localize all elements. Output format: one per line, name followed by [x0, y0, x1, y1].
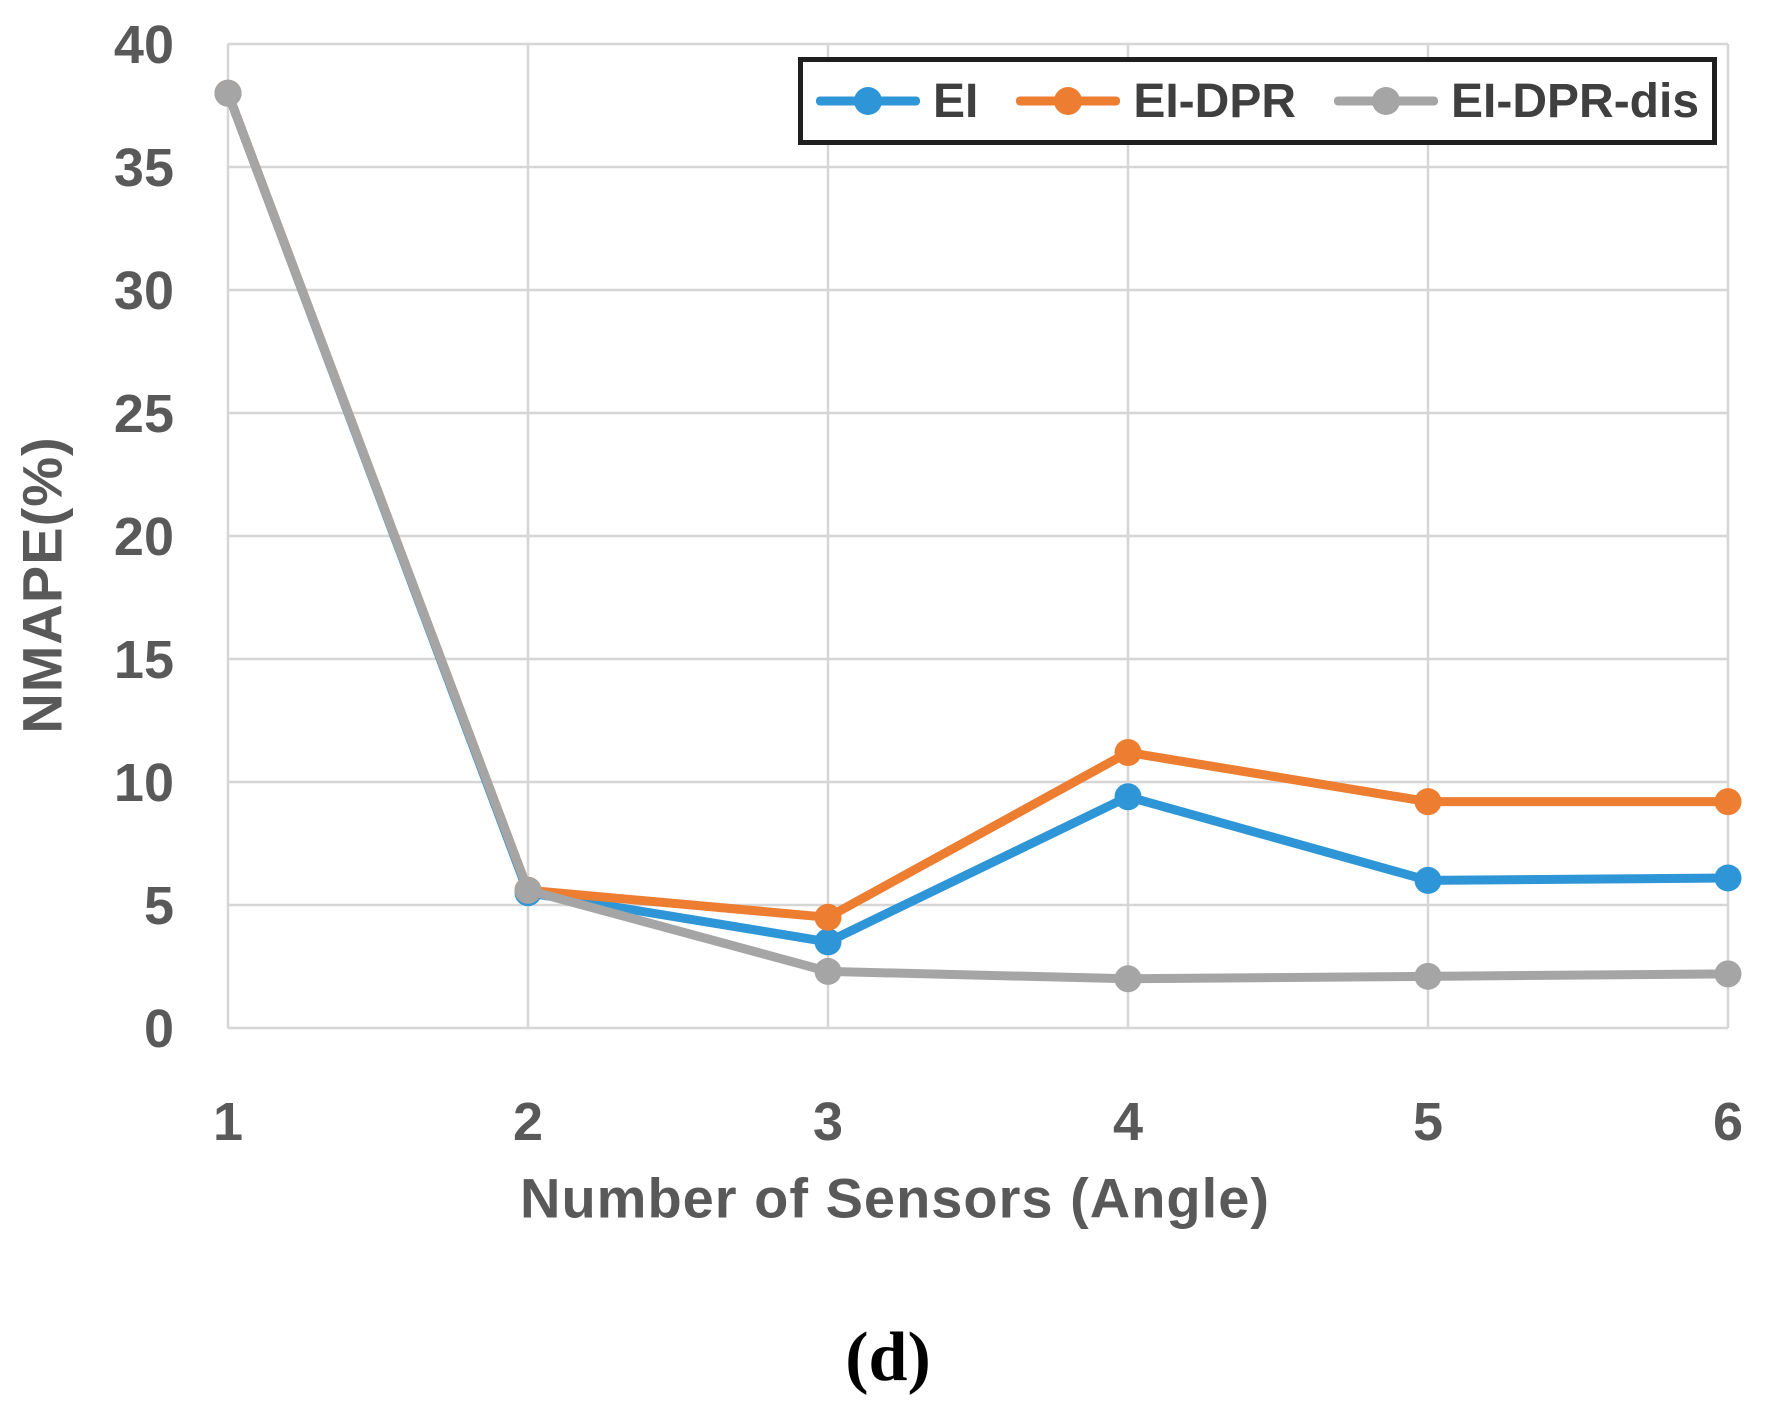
data-point-EI-DPR [814, 903, 842, 931]
x-tick-label: 3 [813, 1092, 843, 1152]
y-tick-label: 35 [114, 138, 174, 198]
series-line-EI-DPR-dis [223, 88, 1733, 984]
legend-entry-ei: EI [815, 74, 979, 129]
x-tick-label: 6 [1713, 1092, 1743, 1152]
data-point-EI-DPR [1114, 738, 1142, 766]
subfigure-caption: (d) [845, 1319, 931, 1396]
legend: EI EI-DPR EI-DPR-dis [798, 57, 1717, 145]
data-point-EI [1414, 866, 1442, 894]
line-marker-icon [1016, 87, 1121, 115]
data-point-EI-DPR-dis [214, 79, 242, 107]
data-point-EI-DPR-dis [814, 957, 842, 985]
x-axis-title: Number of Sensors (Angle) [520, 1166, 1270, 1230]
data-point-EI-DPR-dis [1414, 962, 1442, 990]
legend-label-ei-dpr-dis: EI-DPR-dis [1451, 74, 1700, 128]
y-tick-label: 5 [144, 876, 174, 936]
x-tick-label: 4 [1113, 1092, 1143, 1152]
y-tick-label: 10 [114, 753, 174, 813]
data-point-EI [1714, 864, 1742, 892]
y-tick-label: 30 [114, 261, 174, 321]
legend-entry-ei-dpr-dis: EI-DPR-dis [1334, 74, 1699, 129]
series-line-EI [223, 88, 1733, 947]
data-point-EI [814, 928, 842, 956]
y-tick-label: 20 [114, 507, 174, 567]
y-tick-label: 25 [114, 384, 174, 444]
line-marker-icon [1334, 87, 1439, 115]
x-tick-label: 5 [1413, 1092, 1443, 1152]
data-point-EI-DPR [1714, 788, 1742, 816]
y-tick-label: 0 [144, 999, 174, 1059]
data-point-EI-DPR-dis [514, 876, 542, 904]
data-point-EI [1114, 783, 1142, 811]
legend-label-ei-dpr: EI-DPR [1133, 74, 1297, 128]
x-tick-label: 1 [213, 1092, 243, 1152]
y-tick-label: 15 [114, 630, 174, 690]
x-tick-label: 2 [513, 1092, 543, 1152]
data-point-EI-DPR-dis [1114, 965, 1142, 993]
y-axis-title: NMAPE(%) [10, 436, 74, 734]
y-tick-label: 40 [114, 15, 174, 75]
legend-entry-ei-dpr: EI-DPR [1016, 74, 1296, 129]
data-point-EI-DPR [1414, 788, 1442, 816]
line-marker-icon [815, 87, 920, 115]
series-line-EI-DPR [223, 88, 1733, 922]
data-point-EI-DPR-dis [1714, 960, 1742, 988]
legend-label-ei: EI [932, 74, 979, 128]
